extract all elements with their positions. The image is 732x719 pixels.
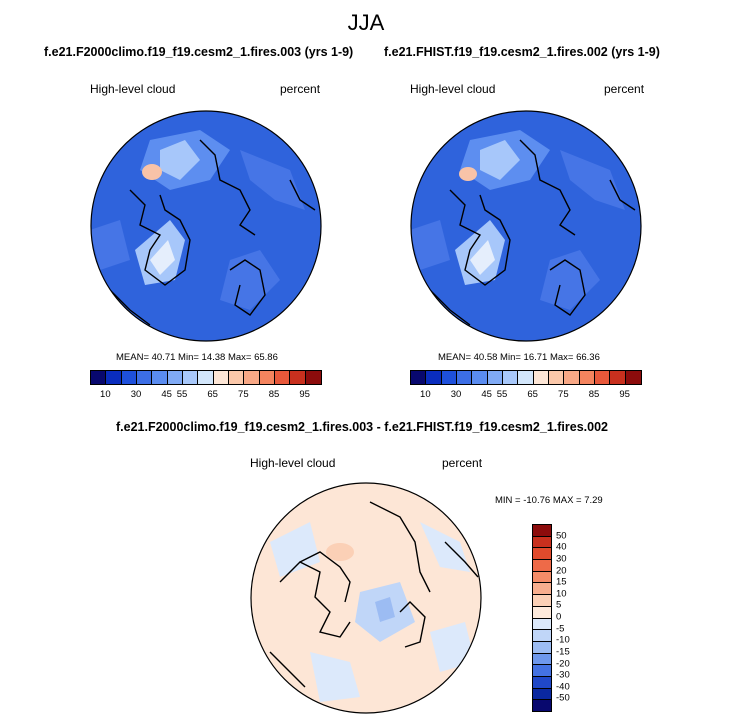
panel1-variable: High-level cloud	[90, 82, 176, 96]
colorbar-tick-label: 40	[556, 541, 567, 553]
colorbar-segment	[533, 641, 551, 654]
colorbar-segment	[259, 371, 275, 384]
colorbar-tick-label: 15	[556, 576, 567, 588]
colorbar-tick-label: -10	[556, 634, 570, 646]
colorbar-segment	[198, 371, 214, 384]
colorbar-segment	[487, 371, 503, 384]
colorbar-tick-label: 45	[481, 389, 492, 400]
diff-colorbar	[532, 524, 552, 712]
panel1-title: f.e21.F2000climo.f19_f19.cesm2_1.fires.0…	[44, 45, 354, 59]
colorbar-tick-label: 45	[161, 389, 172, 400]
colorbar-segment	[533, 548, 551, 561]
colorbar-tick-label: 10	[100, 389, 111, 400]
colorbar-segment	[411, 371, 427, 384]
colorbar-tick-label: 30	[556, 553, 567, 565]
colorbar-tick-label: 30	[130, 389, 142, 400]
colorbar-segment	[533, 665, 551, 677]
season-title: JJA	[347, 10, 385, 35]
colorbar-segment	[290, 371, 306, 384]
colorbar-segment	[564, 371, 580, 384]
colorbar-tick-label: 10	[556, 588, 567, 600]
colorbar-segment	[244, 371, 260, 384]
colorbar-tick-label: 50	[556, 530, 567, 542]
colorbar-segment	[121, 371, 137, 384]
colorbar-segment	[533, 653, 551, 666]
colorbar-segment	[533, 688, 551, 701]
colorbar-tick-label: -20	[556, 658, 570, 669]
colorbar-segment	[610, 371, 626, 384]
panel2-stats: MEAN= 40.58 Min= 16.71 Max= 66.36	[438, 352, 600, 363]
colorbar-segment	[456, 371, 473, 384]
panel1-units: percent	[280, 82, 321, 96]
colorbar-segment	[228, 371, 245, 384]
colorbar-segment	[167, 371, 183, 384]
colorbar-tick-label: 55	[176, 389, 188, 400]
colorbar-segment	[305, 371, 321, 384]
colorbar-tick-label: 65	[527, 389, 538, 400]
colorbar-segment	[91, 371, 107, 384]
colorbar-tick-label: -40	[556, 681, 570, 693]
colorbar-segment	[533, 560, 551, 572]
colorbar-segment	[533, 618, 551, 631]
colorbar-tick-label: 85	[588, 389, 600, 400]
colorbar-tick-label: 10	[420, 389, 431, 400]
colorbar-segment	[533, 676, 551, 689]
colorbar-segment	[136, 371, 153, 384]
colorbar-segment	[213, 371, 229, 384]
diff-panel-variable: High-level cloud	[250, 456, 336, 470]
panel1-polar-map	[90, 110, 322, 342]
colorbar-tick-label: 30	[450, 389, 462, 400]
colorbar-segment	[533, 595, 551, 607]
colorbar-segment	[518, 371, 534, 384]
colorbar-segment	[533, 606, 551, 619]
panel2-colorbar	[410, 370, 642, 385]
colorbar-segment	[533, 700, 551, 711]
panel2-variable: High-level cloud	[410, 82, 496, 96]
colorbar-tick-label: 95	[619, 389, 630, 400]
colorbar-segment	[426, 371, 442, 384]
colorbar-tick-label: 75	[238, 389, 249, 400]
colorbar-tick-label: -30	[556, 669, 570, 681]
colorbar-segment	[533, 571, 551, 584]
panel1-colorbar	[90, 370, 322, 385]
panel2-title: f.e21.FHIST.f19_f19.cesm2_1.fires.002 (y…	[384, 45, 660, 59]
colorbar-tick-label: 55	[496, 389, 508, 400]
colorbar-segment	[533, 525, 551, 537]
colorbar-segment	[106, 371, 122, 384]
panel2-polar-map	[410, 110, 642, 342]
colorbar-segment	[625, 371, 641, 384]
colorbar-segment	[182, 371, 199, 384]
diff-panel-title: f.e21.F2000climo.f19_f19.cesm2_1.fires.0…	[116, 420, 608, 434]
colorbar-tick-label: 65	[207, 389, 218, 400]
colorbar-tick-label: 85	[268, 389, 280, 400]
colorbar-tick-label: -50	[556, 692, 570, 704]
diff-polar-map	[250, 482, 482, 714]
colorbar-segment	[533, 630, 551, 642]
colorbar-tick-label: 95	[299, 389, 310, 400]
colorbar-tick-label: -15	[556, 646, 570, 658]
colorbar-segment	[579, 371, 595, 384]
colorbar-segment	[533, 371, 549, 384]
panel2-units: percent	[604, 82, 645, 96]
colorbar-segment	[548, 371, 565, 384]
colorbar-tick-label: 75	[558, 389, 569, 400]
colorbar-segment	[152, 371, 168, 384]
colorbar-tick-label: 5	[556, 599, 562, 611]
colorbar-segment	[472, 371, 488, 384]
colorbar-tick-label: 0	[556, 611, 562, 623]
diff-panel-units: percent	[442, 456, 483, 470]
colorbar-segment	[594, 371, 611, 384]
colorbar-segment	[533, 536, 551, 549]
panel1-stats: MEAN= 40.71 Min= 14.38 Max= 65.86	[116, 352, 278, 363]
colorbar-segment	[441, 371, 457, 384]
colorbar-segment	[274, 371, 291, 384]
colorbar-segment	[533, 583, 551, 596]
colorbar-tick-label: -5	[556, 623, 565, 635]
colorbar-segment	[502, 371, 519, 384]
colorbar-tick-label: 20	[556, 565, 567, 576]
diff-panel-stats: MIN = -10.76 MAX = 7.29	[495, 495, 603, 506]
